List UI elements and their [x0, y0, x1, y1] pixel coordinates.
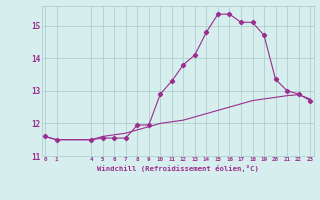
X-axis label: Windchill (Refroidissement éolien,°C): Windchill (Refroidissement éolien,°C) — [97, 165, 259, 172]
